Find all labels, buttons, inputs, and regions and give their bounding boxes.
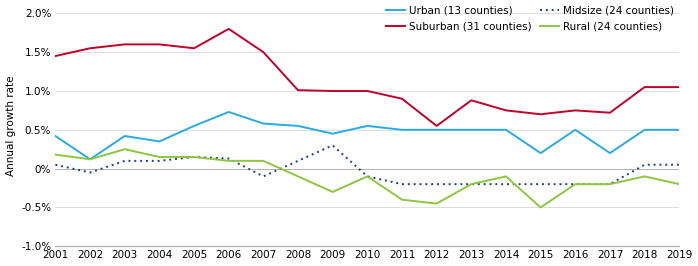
Midsize (24 counties) bbox=[640, 163, 648, 166]
Midsize (24 counties) bbox=[467, 182, 475, 186]
Rural (24 counties) bbox=[606, 182, 614, 186]
Suburban (31 counties) bbox=[121, 43, 129, 46]
Urban (13 counties) bbox=[329, 132, 337, 135]
Midsize (24 counties) bbox=[502, 182, 510, 186]
Suburban (31 counties) bbox=[363, 89, 371, 93]
Suburban (31 counties) bbox=[190, 47, 198, 50]
Urban (13 counties) bbox=[121, 134, 129, 138]
Line: Rural (24 counties): Rural (24 counties) bbox=[55, 149, 679, 207]
Rural (24 counties) bbox=[467, 182, 475, 186]
Rural (24 counties) bbox=[502, 175, 510, 178]
Rural (24 counties) bbox=[675, 182, 683, 186]
Suburban (31 counties) bbox=[606, 111, 614, 114]
Midsize (24 counties) bbox=[155, 159, 163, 163]
Midsize (24 counties) bbox=[294, 159, 302, 163]
Urban (13 counties) bbox=[398, 128, 406, 131]
Urban (13 counties) bbox=[640, 128, 648, 131]
Rural (24 counties) bbox=[294, 175, 302, 178]
Urban (13 counties) bbox=[190, 124, 198, 127]
Rural (24 counties) bbox=[51, 153, 59, 156]
Urban (13 counties) bbox=[363, 124, 371, 127]
Rural (24 counties) bbox=[259, 159, 267, 163]
Line: Suburban (31 counties): Suburban (31 counties) bbox=[55, 29, 679, 126]
Midsize (24 counties) bbox=[571, 182, 579, 186]
Rural (24 counties) bbox=[190, 155, 198, 159]
Rural (24 counties) bbox=[155, 155, 163, 159]
Midsize (24 counties) bbox=[259, 175, 267, 178]
Suburban (31 counties) bbox=[259, 51, 267, 54]
Urban (13 counties) bbox=[675, 128, 683, 131]
Suburban (31 counties) bbox=[155, 43, 163, 46]
Rural (24 counties) bbox=[225, 159, 233, 163]
Rural (24 counties) bbox=[363, 175, 371, 178]
Rural (24 counties) bbox=[398, 198, 406, 201]
Rural (24 counties) bbox=[121, 148, 129, 151]
Urban (13 counties) bbox=[571, 128, 579, 131]
Urban (13 counties) bbox=[294, 124, 302, 127]
Urban (13 counties) bbox=[86, 158, 94, 161]
Suburban (31 counties) bbox=[294, 89, 302, 92]
Midsize (24 counties) bbox=[433, 182, 441, 186]
Urban (13 counties) bbox=[51, 134, 59, 138]
Urban (13 counties) bbox=[606, 152, 614, 155]
Midsize (24 counties) bbox=[121, 159, 129, 163]
Urban (13 counties) bbox=[259, 122, 267, 125]
Midsize (24 counties) bbox=[329, 144, 337, 147]
Suburban (31 counties) bbox=[329, 89, 337, 93]
Suburban (31 counties) bbox=[537, 113, 545, 116]
Urban (13 counties) bbox=[467, 128, 475, 131]
Suburban (31 counties) bbox=[225, 27, 233, 30]
Urban (13 counties) bbox=[433, 128, 441, 131]
Y-axis label: Annual growth rate: Annual growth rate bbox=[6, 76, 15, 176]
Suburban (31 counties) bbox=[51, 55, 59, 58]
Rural (24 counties) bbox=[640, 175, 648, 178]
Legend: Urban (13 counties), Suburban (31 counties), Midsize (24 counties), Rural (24 co: Urban (13 counties), Suburban (31 counti… bbox=[386, 6, 674, 31]
Midsize (24 counties) bbox=[190, 155, 198, 159]
Suburban (31 counties) bbox=[571, 109, 579, 112]
Urban (13 counties) bbox=[155, 140, 163, 143]
Midsize (24 counties) bbox=[398, 182, 406, 186]
Suburban (31 counties) bbox=[675, 85, 683, 89]
Rural (24 counties) bbox=[571, 182, 579, 186]
Suburban (31 counties) bbox=[640, 85, 648, 89]
Line: Urban (13 counties): Urban (13 counties) bbox=[55, 112, 679, 159]
Midsize (24 counties) bbox=[51, 163, 59, 166]
Line: Midsize (24 counties): Midsize (24 counties) bbox=[55, 145, 679, 184]
Midsize (24 counties) bbox=[675, 163, 683, 166]
Midsize (24 counties) bbox=[606, 182, 614, 186]
Midsize (24 counties) bbox=[537, 182, 545, 186]
Suburban (31 counties) bbox=[86, 47, 94, 50]
Urban (13 counties) bbox=[502, 128, 510, 131]
Urban (13 counties) bbox=[537, 152, 545, 155]
Suburban (31 counties) bbox=[502, 109, 510, 112]
Urban (13 counties) bbox=[225, 110, 233, 114]
Suburban (31 counties) bbox=[398, 97, 406, 100]
Suburban (31 counties) bbox=[433, 124, 441, 127]
Rural (24 counties) bbox=[329, 190, 337, 194]
Rural (24 counties) bbox=[537, 206, 545, 209]
Suburban (31 counties) bbox=[467, 99, 475, 102]
Midsize (24 counties) bbox=[225, 157, 233, 160]
Rural (24 counties) bbox=[433, 202, 441, 205]
Rural (24 counties) bbox=[86, 158, 94, 161]
Midsize (24 counties) bbox=[363, 175, 371, 178]
Midsize (24 counties) bbox=[86, 171, 94, 174]
